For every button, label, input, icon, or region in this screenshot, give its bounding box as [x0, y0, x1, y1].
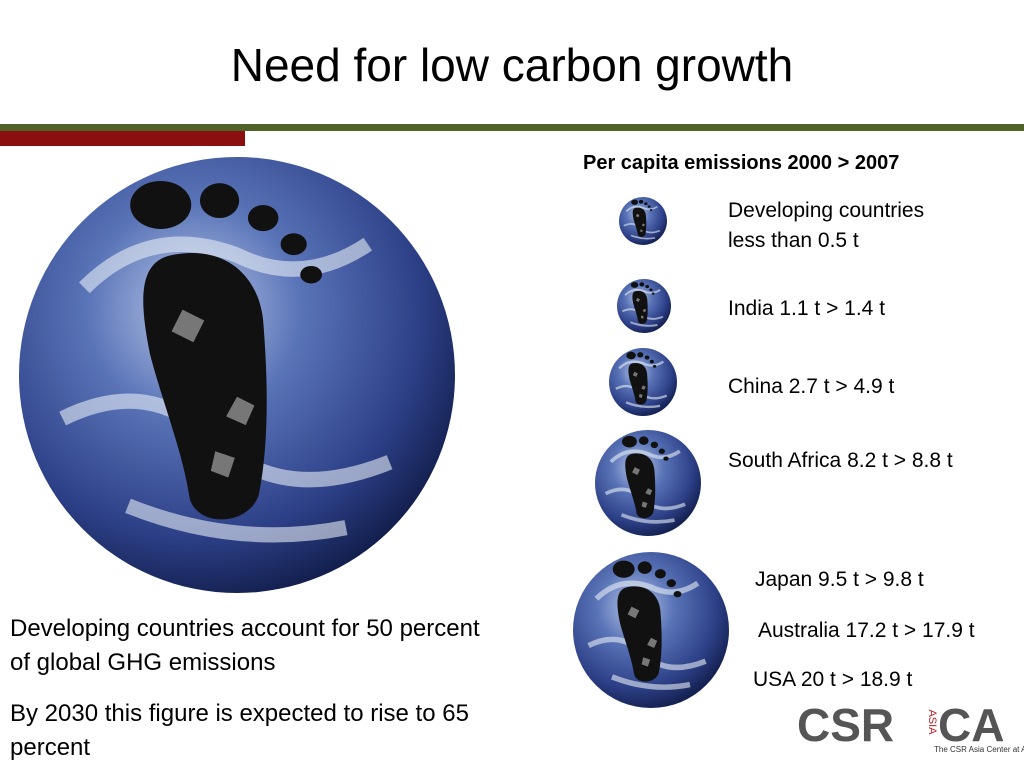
globe-icon	[595, 430, 701, 536]
paragraph: By 2030 this figure is expected to rise …	[10, 700, 469, 761]
globe-icon	[617, 279, 671, 333]
paragraph: Developing countries account for 50 perc…	[10, 615, 480, 676]
big-globe	[19, 157, 455, 593]
item: India 1.1 t > 1.4 t	[728, 297, 886, 320]
item: Japan 9.5 t > 9.8 t	[755, 568, 924, 591]
item-line: less than 0.5 t	[728, 229, 859, 252]
red-bar	[0, 131, 245, 146]
item: South Africa 8.2 t > 8.8 t	[728, 449, 953, 472]
logo-text: CA	[938, 699, 1004, 751]
globe-icon	[609, 348, 677, 416]
item: Australia 17.2 t > 17.9 t	[758, 619, 975, 642]
green-rule	[0, 124, 1024, 131]
logo-caption: The CSR Asia Center at AIT	[934, 745, 1024, 754]
globe-icon	[619, 197, 667, 245]
globe-icon	[573, 552, 729, 708]
item: China 2.7 t > 4.9 t	[728, 375, 895, 398]
item: USA 20 t > 18.9 t	[753, 668, 913, 691]
item-line: Developing countries	[728, 199, 925, 222]
title: Need for low carbon growth	[230, 39, 794, 91]
logo-text: ASIA	[926, 709, 938, 735]
item: Developing countries less than 0.5 t	[728, 196, 924, 256]
panel-heading: Per capita emissions 2000 > 2007	[583, 152, 900, 174]
logo-text: CSR	[797, 699, 894, 751]
